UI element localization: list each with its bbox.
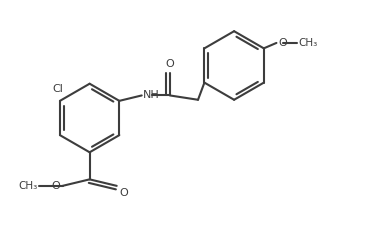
Text: O: O [120,188,128,198]
Text: O: O [278,38,287,48]
Text: CH₃: CH₃ [18,181,37,191]
Text: NH: NH [143,90,160,101]
Text: O: O [51,181,60,191]
Text: O: O [166,59,174,69]
Text: CH₃: CH₃ [299,38,318,48]
Text: Cl: Cl [53,84,64,94]
